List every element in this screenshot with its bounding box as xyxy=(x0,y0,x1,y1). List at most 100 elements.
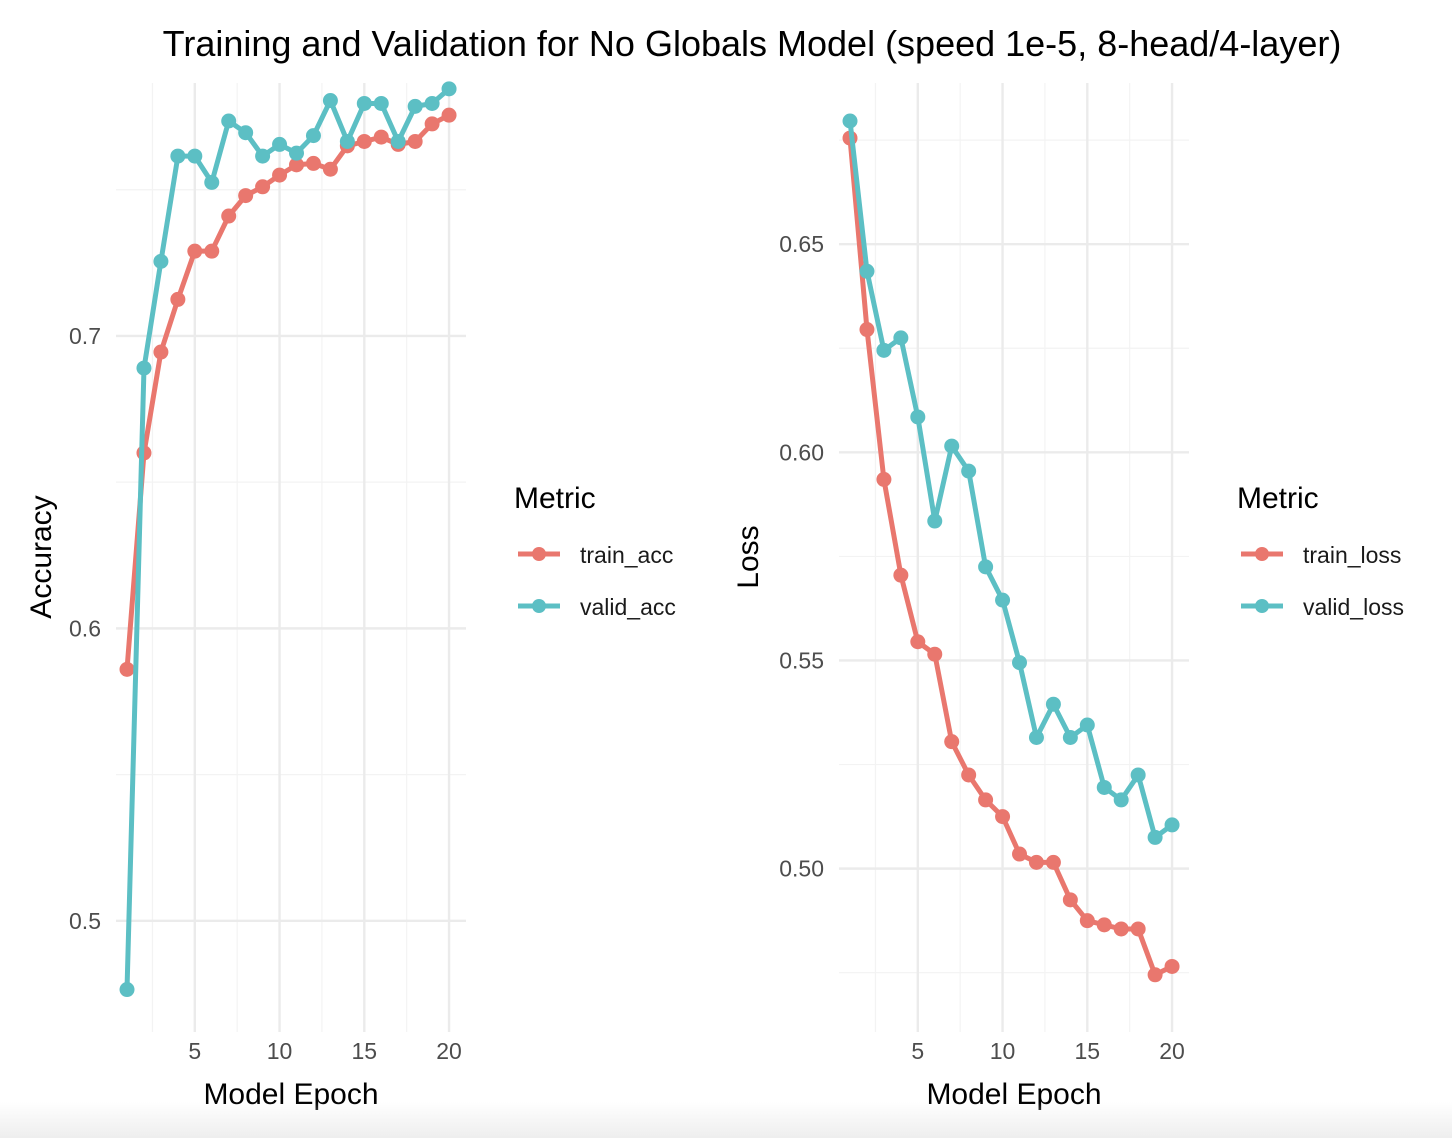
data-point-train-loss xyxy=(978,792,994,808)
data-point-train-loss xyxy=(1147,967,1163,983)
data-point-valid-loss xyxy=(859,263,875,279)
data-point-train-loss xyxy=(1096,917,1112,933)
data-point-valid-acc xyxy=(407,98,423,114)
data-point-train-loss xyxy=(1113,921,1129,937)
data-point-valid-acc xyxy=(390,133,406,149)
loss-x-tick-label: 5 xyxy=(911,1038,924,1064)
loss-y-tick-label: 0.60 xyxy=(779,439,824,465)
data-point-train-acc xyxy=(305,155,321,171)
data-point-valid-acc xyxy=(339,133,355,149)
loss-x-tick-label: 15 xyxy=(1075,1038,1101,1064)
loss-panel: 5 10 15 20 0.500.550.600.65 Model Epoch Los… xyxy=(732,83,1404,1111)
legend-key-dot-valid-acc xyxy=(532,599,546,613)
data-point-valid-loss xyxy=(944,438,960,454)
legend-entry-train-acc: train_acc xyxy=(518,542,673,568)
accuracy-gridlines xyxy=(116,83,466,1032)
accuracy-y-ticks: 0.5 0.6 0.7 xyxy=(69,323,101,934)
data-point-train-acc xyxy=(204,243,220,259)
data-point-valid-acc xyxy=(255,148,271,164)
data-point-valid-acc xyxy=(305,128,321,144)
data-point-train-loss xyxy=(1045,854,1061,870)
data-point-train-loss xyxy=(1062,892,1078,908)
data-point-valid-acc xyxy=(170,148,186,164)
loss-y-tick-label: 0.50 xyxy=(779,856,824,882)
data-point-train-loss xyxy=(995,809,1011,825)
data-point-valid-acc xyxy=(289,145,305,161)
data-point-train-acc xyxy=(424,116,440,132)
loss-x-ticks: 5 10 15 20 xyxy=(911,1038,1184,1064)
accuracy-x-tick-label: 20 xyxy=(436,1038,462,1064)
accuracy-y-tick-label: 0.7 xyxy=(69,323,101,349)
data-point-valid-loss xyxy=(1012,655,1028,671)
legend-entry-valid-acc: valid_acc xyxy=(518,594,676,620)
loss-y-ticks: 0.50 0.55 0.60 0.65 xyxy=(779,231,824,881)
data-point-train-acc xyxy=(255,179,271,195)
data-point-valid-loss xyxy=(1096,779,1112,795)
data-point-valid-loss xyxy=(1062,729,1078,745)
accuracy-legend: Metric train_acc valid_acc xyxy=(514,482,676,620)
accuracy-y-tick-label: 0.6 xyxy=(69,615,101,641)
data-point-valid-loss xyxy=(1028,729,1044,745)
data-point-valid-loss xyxy=(1045,696,1061,712)
accuracy-x-ticks: 5 10 15 20 xyxy=(188,1038,461,1064)
loss-x-tick-label: 10 xyxy=(990,1038,1016,1064)
loss-series-layer xyxy=(842,113,1180,983)
data-point-train-acc xyxy=(119,661,135,677)
data-point-valid-acc xyxy=(373,95,389,111)
accuracy-x-tick-label: 15 xyxy=(352,1038,378,1064)
data-point-valid-acc xyxy=(424,95,440,111)
legend-entry-valid-loss: valid_loss xyxy=(1241,594,1404,620)
data-point-valid-acc xyxy=(204,174,220,190)
chart-title: Training and Validation for No Globals M… xyxy=(163,23,1342,64)
data-point-valid-acc xyxy=(187,148,203,164)
data-point-valid-acc xyxy=(356,95,372,111)
data-point-valid-acc xyxy=(238,125,254,141)
data-point-train-acc xyxy=(187,243,203,259)
accuracy-legend-title: Metric xyxy=(514,482,596,515)
data-point-train-acc xyxy=(170,291,186,307)
data-point-valid-acc xyxy=(441,81,457,97)
legend-label-valid-loss: valid_loss xyxy=(1303,594,1404,620)
data-point-valid-loss xyxy=(1147,829,1163,845)
data-point-valid-loss xyxy=(961,463,977,479)
accuracy-x-tick-label: 10 xyxy=(267,1038,293,1064)
legend-label-train-acc: train_acc xyxy=(580,542,673,568)
legend-key-dot-train-acc xyxy=(532,547,546,561)
loss-legend: Metric train_loss valid_loss xyxy=(1237,482,1404,620)
data-point-train-loss xyxy=(876,471,892,487)
data-point-valid-loss xyxy=(876,342,892,358)
data-point-train-loss xyxy=(1130,921,1146,937)
data-point-train-acc xyxy=(441,107,457,123)
data-point-valid-acc xyxy=(153,253,169,269)
data-point-train-acc xyxy=(153,344,169,360)
data-point-train-loss xyxy=(1079,913,1095,929)
data-point-train-acc xyxy=(373,129,389,145)
data-point-valid-loss xyxy=(1113,792,1129,808)
data-point-valid-acc xyxy=(322,93,338,109)
data-point-train-loss xyxy=(944,734,960,750)
data-point-valid-loss xyxy=(1164,817,1180,833)
legend-label-train-loss: train_loss xyxy=(1303,542,1401,568)
data-point-valid-loss xyxy=(893,330,909,346)
data-point-valid-loss xyxy=(842,113,858,129)
data-point-train-loss xyxy=(1012,846,1028,862)
data-point-train-acc xyxy=(356,133,372,149)
accuracy-y-axis-title: Accuracy xyxy=(25,495,58,618)
data-point-train-acc xyxy=(322,161,338,177)
data-point-train-loss xyxy=(961,767,977,783)
data-point-valid-acc xyxy=(221,113,237,129)
data-point-train-acc xyxy=(407,133,423,149)
data-point-train-loss xyxy=(910,634,926,650)
data-point-valid-acc xyxy=(119,982,135,998)
screenshot-bottom-shade xyxy=(0,1102,1452,1138)
data-point-train-loss xyxy=(1028,854,1044,870)
data-point-valid-loss xyxy=(1079,717,1095,733)
accuracy-series-layer xyxy=(119,81,457,998)
accuracy-x-tick-label: 5 xyxy=(188,1038,201,1064)
legend-entry-train-loss: train_loss xyxy=(1241,542,1401,568)
loss-y-axis-title: Loss xyxy=(732,525,765,588)
data-point-train-acc xyxy=(289,157,305,173)
loss-gridlines xyxy=(839,83,1189,1032)
